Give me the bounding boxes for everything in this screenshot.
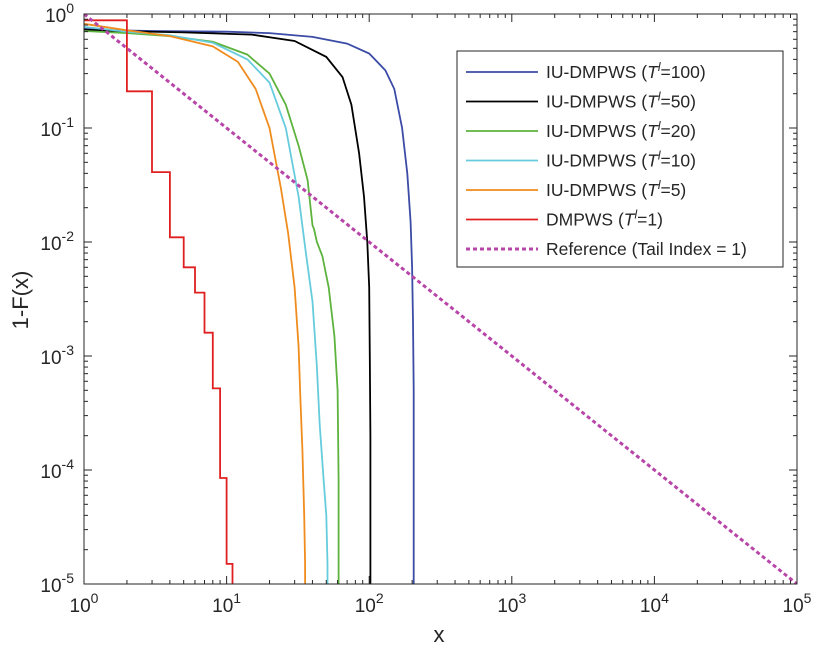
- legend-label-part: l: [658, 119, 661, 133]
- y-tick-label-base: 10: [40, 120, 61, 141]
- x-tick-label-exponent: 4: [661, 590, 669, 606]
- y-tick-label-exponent: -4: [62, 456, 75, 472]
- y-tick-label-exponent: -5: [62, 570, 75, 586]
- legend-label-part: T: [624, 210, 636, 230]
- series-line-1: [84, 28, 415, 584]
- legend-label-part: l: [658, 178, 661, 192]
- legend-label-6: DMPWS (Tl=1): [546, 208, 663, 230]
- x-tick-label-exponent: 5: [804, 590, 812, 606]
- series-layer: [84, 14, 797, 584]
- x-tick-label: 102: [355, 590, 384, 617]
- x-tick-label-base: 10: [70, 596, 91, 617]
- y-tick-label: 10-4: [40, 456, 74, 483]
- legend-label-part: T: [647, 92, 659, 112]
- axes-layer: [83, 13, 798, 585]
- y-tick-label-exponent: -3: [62, 342, 75, 358]
- legend-label-part: IU-DMPWS (: [546, 121, 647, 141]
- x-tick-label-base: 10: [497, 596, 518, 617]
- legend-label-part: IU-DMPWS (: [546, 92, 647, 112]
- legend-label-2: IU-DMPWS (Tl=50): [546, 90, 696, 112]
- y-tick-label: 10-5: [40, 570, 74, 597]
- x-tick-label-exponent: 0: [91, 590, 99, 606]
- x-tick-label: 100: [70, 590, 99, 617]
- x-axis-title: x: [434, 622, 445, 647]
- legend-label-part: DMPWS (: [546, 210, 624, 230]
- y-tick-label-base: 10: [40, 234, 61, 255]
- legend-label-part: =100): [660, 62, 705, 82]
- legend-label-part: l: [658, 60, 661, 74]
- y-tick-label: 10-2: [40, 228, 74, 255]
- x-tick-label-base: 10: [640, 596, 661, 617]
- x-tick-label: 103: [497, 590, 526, 617]
- y-tick-label-base: 10: [40, 462, 61, 483]
- series-line-2: [84, 28, 372, 584]
- legend-label-part: =1): [637, 210, 663, 230]
- legend-label-part: =10): [660, 151, 696, 171]
- series-line-4: [84, 26, 329, 584]
- y-axis-title: 1-F(x): [8, 271, 33, 330]
- tick-label-layer: 100 101 102 103 104 10510010-110-210-310-410-…: [40, 0, 811, 617]
- x-tick-label-base: 10: [212, 596, 233, 617]
- x-tick-label-exponent: 1: [233, 590, 241, 606]
- legend-label-part: l: [634, 208, 637, 222]
- legend-label-part: T: [647, 121, 659, 141]
- x-tick-label-base: 10: [783, 596, 804, 617]
- series-line-5: [84, 22, 307, 584]
- legend-label-part: IU-DMPWS (: [546, 180, 647, 200]
- y-tick-label: 10-3: [40, 342, 74, 369]
- x-tick-label-base: 10: [355, 596, 376, 617]
- y-tick-label-exponent: -1: [62, 114, 75, 130]
- legend-label-part: l: [658, 149, 661, 163]
- x-tick-label: 105: [783, 590, 812, 617]
- y-tick-label-exponent: -2: [62, 228, 75, 244]
- legend-label-part: =20): [660, 121, 696, 141]
- y-tick-label: 100: [45, 0, 74, 27]
- x-tick-label: 104: [640, 590, 669, 617]
- legend-label-part: T: [647, 180, 659, 200]
- legend-label-part: l: [658, 90, 661, 104]
- y-tick-label-base: 10: [45, 6, 66, 27]
- series-line-7: [84, 14, 797, 584]
- legend-label-part: T: [647, 151, 659, 171]
- legend-label-part: IU-DMPWS (: [546, 151, 647, 171]
- legend: IU-DMPWS (Tl=100)IU-DMPWS (Tl=50)IU-DMPW…: [456, 50, 784, 268]
- legend-label-part: =5): [660, 180, 686, 200]
- y-tick-label-base: 10: [40, 576, 61, 597]
- legend-label-part: Reference (Tail Index = 1): [546, 239, 747, 259]
- legend-label-5: IU-DMPWS (Tl=5): [546, 178, 686, 200]
- legend-label-4: IU-DMPWS (Tl=10): [546, 149, 696, 171]
- y-tick-label-exponent: 0: [66, 0, 74, 16]
- axes-frame: [83, 13, 798, 585]
- legend-label-part: T: [647, 62, 659, 82]
- x-tick-label: 101: [212, 590, 241, 617]
- legend-label-part: IU-DMPWS (: [546, 62, 647, 82]
- x-tick-label-exponent: 3: [518, 590, 526, 606]
- x-tick-label-exponent: 2: [376, 590, 384, 606]
- legend-box: [456, 50, 784, 268]
- legend-label-7: Reference (Tail Index = 1): [546, 239, 747, 259]
- series-line-6: [84, 19, 234, 584]
- y-tick-label-base: 10: [40, 348, 61, 369]
- legend-label-1: IU-DMPWS (Tl=100): [546, 60, 706, 82]
- legend-label-3: IU-DMPWS (Tl=20): [546, 119, 696, 141]
- legend-label-part: =50): [660, 92, 696, 112]
- y-tick-label: 10-1: [40, 114, 74, 141]
